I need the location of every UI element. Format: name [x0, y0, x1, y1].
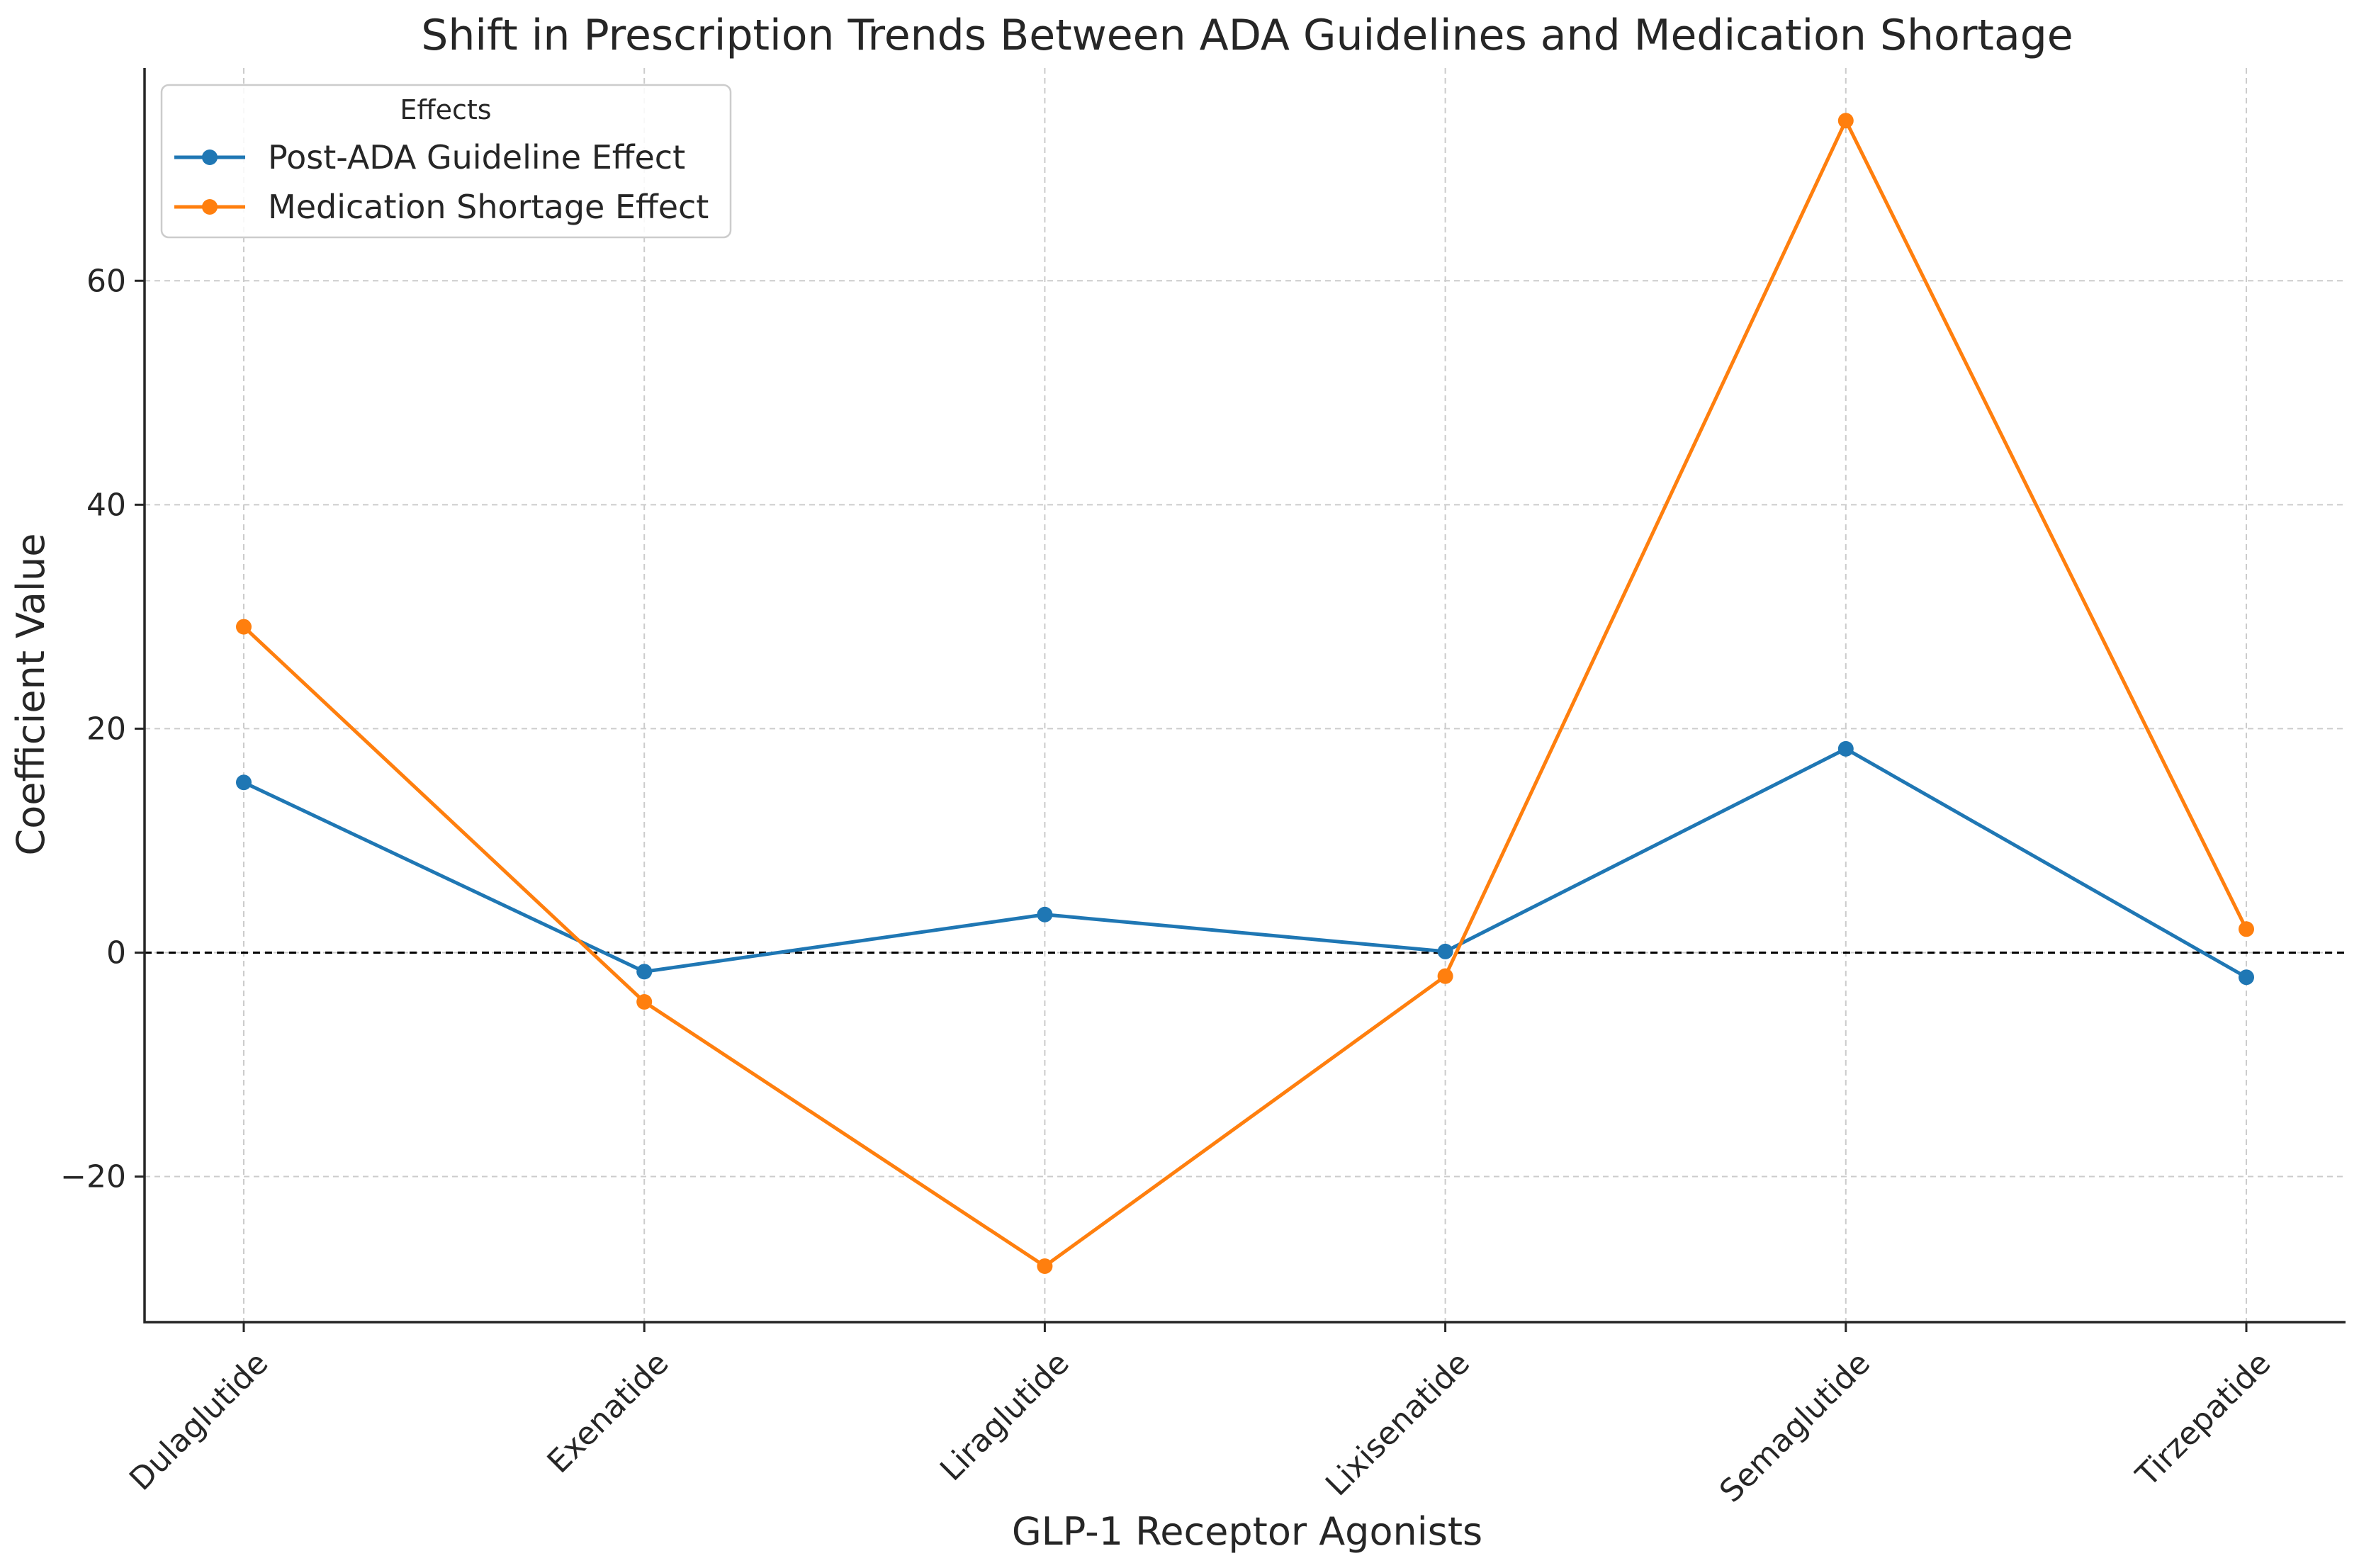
data-point [2239, 969, 2254, 986]
data-point [1437, 968, 1453, 984]
y-tick-label: 20 [86, 711, 126, 747]
data-point [2239, 921, 2254, 937]
axis-spines [143, 68, 2346, 1324]
data-point [236, 774, 252, 791]
series-medication-shortage-effect [236, 113, 2254, 1274]
data-point [1437, 943, 1453, 959]
data-point [1037, 1258, 1053, 1274]
grid-layer [145, 68, 2346, 1322]
series-layer [236, 113, 2254, 1274]
data-point [636, 994, 653, 1010]
data-point [1837, 113, 1854, 129]
legend-title: Effects [400, 94, 491, 125]
legend-items: Post-ADA Guideline Effect Medication Shor… [174, 138, 709, 226]
x-axis-label: GLP-1 Receptor Agonists [1012, 1509, 1482, 1554]
legend-label: Medication Shortage Effect [268, 188, 709, 226]
chart-title: Shift in Prescription Trends Between ADA… [421, 11, 2073, 60]
legend: Effects Post-ADA Guideline Effect Medicat… [160, 84, 732, 239]
data-point [1037, 906, 1053, 923]
y-axis-label: Coefficient Value [9, 534, 53, 856]
data-point [236, 619, 252, 635]
legend-label: Post-ADA Guideline Effect [268, 138, 685, 176]
series-line [242, 118, 2248, 1268]
y-tick-label: 60 [86, 263, 126, 299]
axes-layer [143, 68, 2346, 1324]
y-tick-label: 40 [86, 487, 126, 523]
legend-marker [202, 150, 218, 165]
legend-marker [202, 199, 218, 215]
y-tick-label: −20 [60, 1159, 126, 1195]
data-point [1837, 740, 1854, 757]
y-tick-label: 0 [106, 935, 126, 971]
data-point [636, 964, 653, 980]
legend-box [160, 84, 732, 239]
